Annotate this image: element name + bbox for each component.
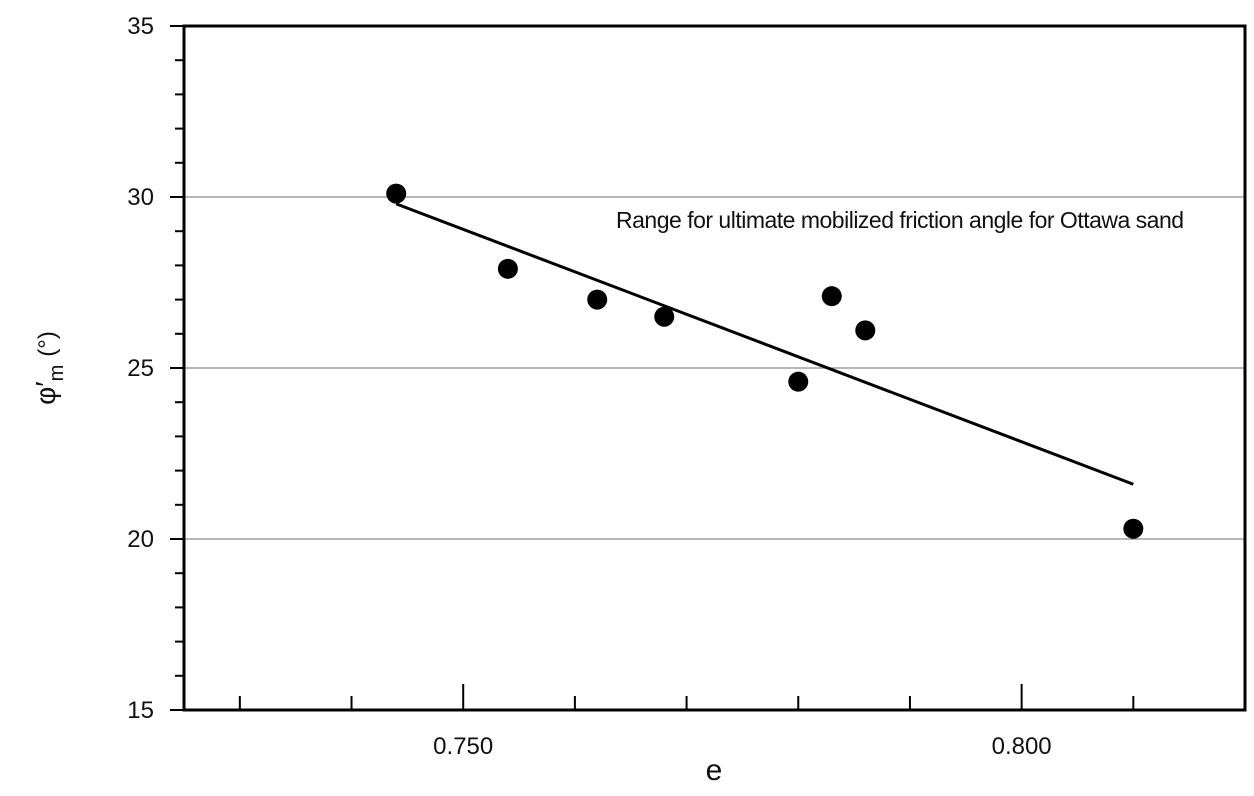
axis-ticks bbox=[170, 25, 1246, 711]
data-points bbox=[386, 183, 1144, 539]
x-axis-title: e bbox=[706, 754, 723, 787]
trendline-group bbox=[395, 202, 1134, 486]
y-tick-label: 20 bbox=[127, 526, 154, 553]
data-point bbox=[788, 371, 809, 392]
y-axis-subscript: m bbox=[46, 365, 68, 382]
y-tick-label: 30 bbox=[127, 184, 154, 211]
x-tick-label: 0.800 bbox=[992, 733, 1052, 760]
y-tick-label: 25 bbox=[127, 355, 154, 382]
x-tick-label: 0.750 bbox=[433, 733, 493, 760]
data-point bbox=[1123, 518, 1144, 539]
annotation-text: Range for ultimate mobilized friction an… bbox=[616, 207, 1184, 233]
data-point bbox=[821, 286, 842, 307]
y-tick-label: 15 bbox=[127, 697, 154, 724]
y-axis-unit: (°) bbox=[34, 331, 61, 357]
tick-labels: 15 20 25 30 35 0.750 0.800 bbox=[127, 13, 1051, 760]
data-point bbox=[386, 183, 407, 204]
svg-text:φ′m(°): φ′m (°) bbox=[30, 331, 68, 405]
y-axis-symbol: φ′ bbox=[30, 381, 61, 404]
gridlines bbox=[184, 196, 1245, 540]
trendline bbox=[395, 202, 1134, 486]
data-point bbox=[497, 258, 518, 279]
data-point bbox=[855, 320, 876, 341]
y-tick-label: 35 bbox=[127, 13, 154, 40]
y-axis-title: φ′m (°) bbox=[30, 331, 68, 405]
data-point bbox=[654, 306, 675, 327]
data-point bbox=[587, 289, 608, 310]
